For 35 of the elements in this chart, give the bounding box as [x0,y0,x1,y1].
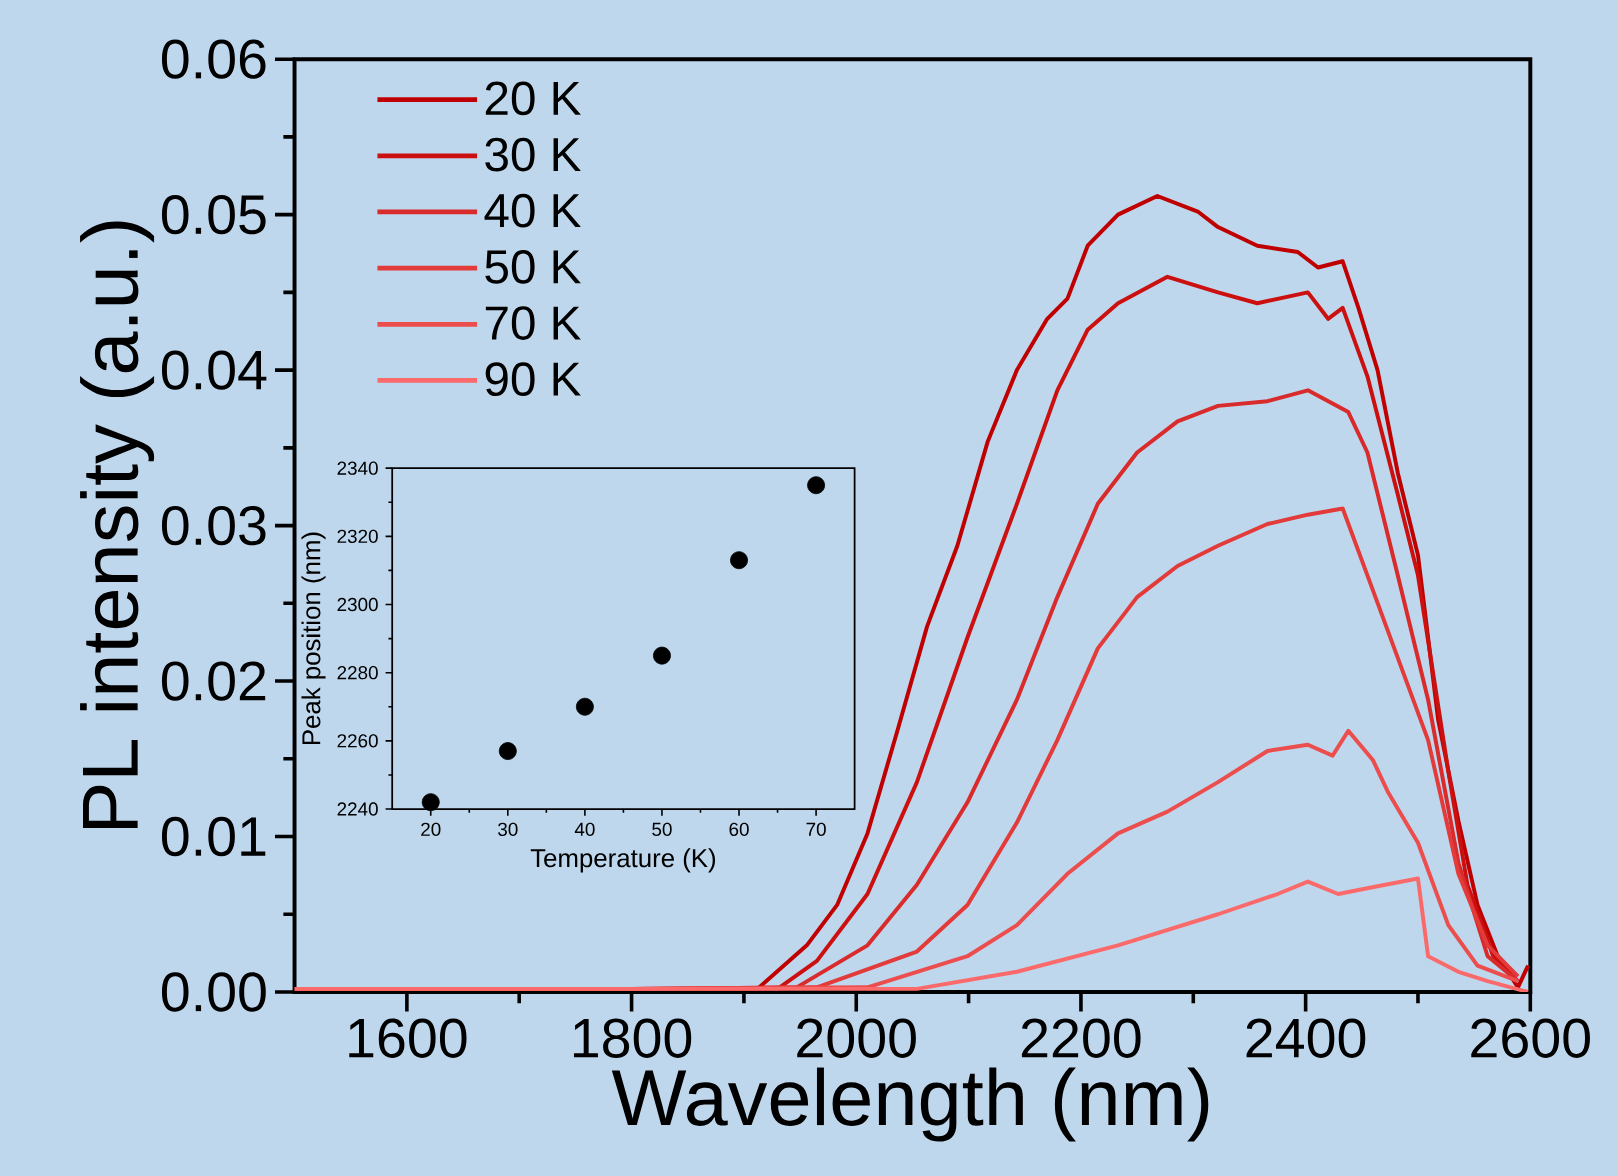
legend-label: 40 K [484,193,581,228]
x-tick-label: 2400 [1246,1018,1366,1058]
y-tick-label: 0.01 [161,816,266,857]
legend-label: 20 K [485,81,581,116]
y-tick-label: 2300 [337,597,378,612]
y-tick-label: 2240 [337,802,378,816]
x-tick-label: 40 [574,822,595,837]
x-tick-label: 2000 [797,1018,916,1058]
legend-label: 30 K [485,137,581,172]
x-tick-label: 70 [806,822,826,837]
y-tick-label: 2260 [337,734,378,748]
y-axis-title: PL intensity (a.u.) [80,221,155,829]
x-tick-label: 50 [652,822,672,837]
legend-label: 90 K [485,362,581,397]
x-tick-label: 1800 [573,1018,692,1058]
y-tick-label: 0.06 [161,39,266,79]
x-tick-label: 60 [729,822,749,837]
y-tick-label: 0.04 [161,350,267,390]
x-axis-title: Temperature (K) [530,848,716,873]
y-tick-label: 0.03 [161,505,266,546]
x-tick-label: 1600 [349,1018,467,1058]
legend-label: 50 K [485,250,581,284]
y-tick-label: 0.00 [161,972,266,1012]
y-tick-label: 2280 [337,666,378,680]
x-axis-title: Wavelength (nm) [611,1067,1209,1142]
legend-label: 70 K [485,306,581,340]
x-tick-label: 2200 [1021,1018,1141,1058]
x-tick-label: 2600 [1471,1018,1590,1058]
y-axis-title: Peak position (nm) [301,532,326,745]
x-tick-label: 30 [498,822,518,837]
y-tick-label: 2320 [337,529,378,544]
x-tick-label: 20 [421,822,441,837]
y-tick-label: 0.05 [161,195,266,235]
y-tick-label: 2340 [337,461,378,475]
y-tick-label: 0.02 [161,661,266,701]
